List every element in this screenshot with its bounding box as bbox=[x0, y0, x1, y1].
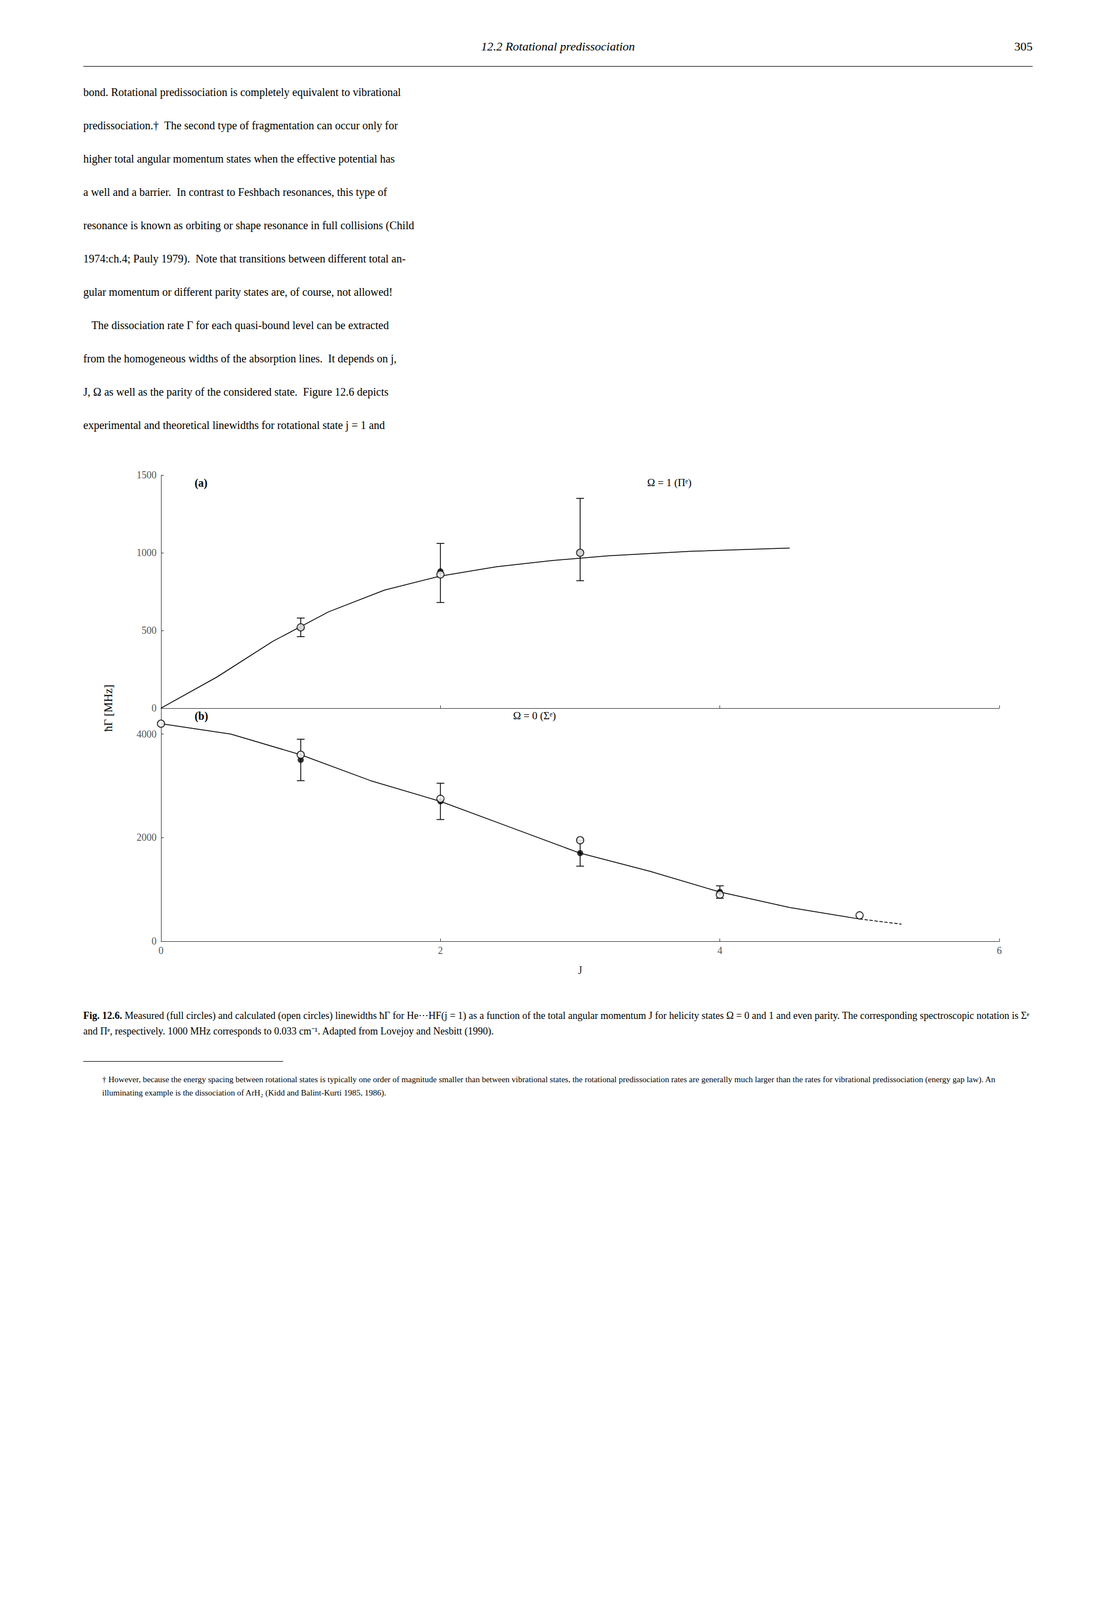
svg-text:Ω = 0 (Σᵉ): Ω = 0 (Σᵉ) bbox=[512, 710, 556, 723]
svg-text:1000: 1000 bbox=[136, 547, 157, 559]
svg-text:1500: 1500 bbox=[136, 469, 157, 481]
svg-text:2: 2 bbox=[438, 945, 444, 957]
html-text:† However, because the energy: † However, because the energy spacing be… bbox=[102, 1075, 996, 1098]
html-text:experimental and theoretical l: experimental and theoretical linewidths … bbox=[83, 419, 385, 432]
html-text:a well and a barrier. In contr: a well and a barrier. In contrast to Fes… bbox=[83, 185, 387, 199]
svg-text:0: 0 bbox=[151, 936, 157, 948]
html-text:J, Ω as well as the parity of: J, Ω as well as the parity of the consid… bbox=[83, 385, 389, 399]
svg-text:(a): (a) bbox=[194, 476, 208, 490]
svg-text:500: 500 bbox=[141, 625, 157, 637]
svg-text:ħΓ [MHz]: ħΓ [MHz] bbox=[101, 684, 115, 732]
html-text:The dissociation rate Γ for ea: The dissociation rate Γ for each quasi-b… bbox=[83, 319, 389, 332]
html-text:1974:ch.4; Pauly 1979). Note t: 1974:ch.4; Pauly 1979). Note that transi… bbox=[83, 252, 406, 265]
svg-text:2000: 2000 bbox=[136, 832, 157, 844]
svg-text:(b): (b) bbox=[194, 710, 208, 723]
svg-text:4000: 4000 bbox=[136, 728, 157, 741]
svg-text:0: 0 bbox=[151, 702, 157, 714]
html-text:from the homogeneous widths of: from the homogeneous widths of the absor… bbox=[83, 352, 397, 365]
svg-text:4: 4 bbox=[717, 945, 723, 957]
html-text:bond. Rotational predissociati: bond. Rotational predissociation is comp… bbox=[83, 86, 401, 99]
html-text:12.2 Rotational predissociatio: 12.2 Rotational predissociation bbox=[480, 39, 635, 54]
html-text:Fig. 12.6. Measured (full circ: Fig. 12.6. Measured (full circles) and c… bbox=[83, 1010, 1030, 1038]
html-text:gular momentum or different pa: gular momentum or different parity state… bbox=[83, 285, 393, 299]
html-text:resonance is known as orbiting: resonance is known as orbiting or shape … bbox=[83, 219, 415, 232]
svg-text:6: 6 bbox=[997, 945, 1003, 957]
html-text:305: 305 bbox=[1014, 39, 1033, 54]
svg-text:J: J bbox=[577, 964, 583, 977]
html-text:predissociation.† The second t: predissociation.† The second type of fra… bbox=[83, 119, 398, 132]
svg-text:0: 0 bbox=[158, 945, 164, 957]
svg-text:Ω = 1 (Πᵉ): Ω = 1 (Πᵉ) bbox=[647, 476, 692, 490]
html-text:higher total angular momentum: higher total angular momentum states whe… bbox=[83, 152, 395, 165]
